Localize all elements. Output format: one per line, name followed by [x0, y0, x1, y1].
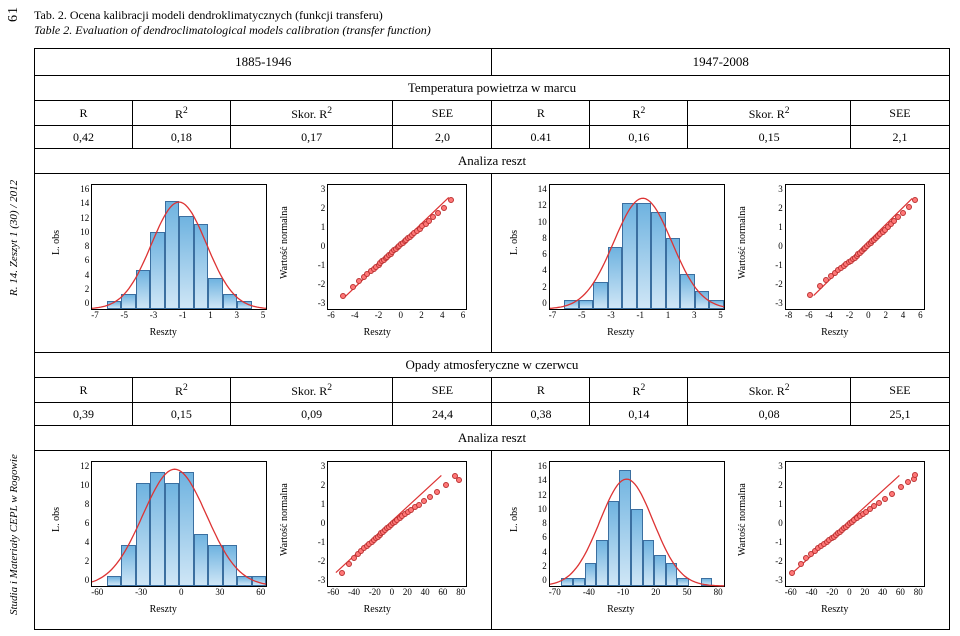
hdr-R-rb: R: [492, 378, 590, 403]
qq-rain-b: -60-40-20020406080-3-2-10123Wartość norm…: [737, 455, 933, 615]
caption-pl: Tab. 2. Ocena kalibracji modeli dendrokl…: [34, 8, 950, 23]
section-rain: Opady atmosferyczne w czerwcu: [35, 353, 950, 378]
hdr-R: R: [35, 101, 133, 126]
calibration-table: 1885-1946 1947-2008 Temperatura powietrz…: [34, 48, 950, 630]
values-row-rain: 0,39 0,15 0,09 24,4 0,38 0,14 0,08 25,1: [35, 403, 950, 426]
plots-row-rain: -60-3003060024681012L. obsReszty -60-40-…: [35, 451, 950, 630]
hdr-R2: R2: [132, 101, 230, 126]
hdr-SkorR2: Skor. R2: [230, 101, 393, 126]
hdr-SEE: SEE: [393, 101, 492, 126]
hdr-SkorR2-rb: Skor. R2: [688, 378, 851, 403]
hdr-R2-r: R2: [132, 378, 230, 403]
qq-temp-a: -6-4-20246-3-2-10123Wartość normalnaResz…: [279, 178, 475, 338]
val-temp-a-R2: 0,18: [132, 126, 230, 149]
val-temp-a-SEE: 2,0: [393, 126, 492, 149]
plots-rain-a: -60-3003060024681012L. obsReszty -60-40-…: [35, 451, 492, 630]
plots-rain-b: -70-40-102050800246810121416L. obsReszty…: [492, 451, 950, 630]
hdr-SEE-b: SEE: [850, 101, 949, 126]
hist-temp-b: -7-5-3-113502468101214L. obsReszty: [509, 178, 733, 338]
hdr-SEE-rb: SEE: [850, 378, 949, 403]
val-rain-a-SkorR2: 0,09: [230, 403, 393, 426]
val-rain-b-R: 0,38: [492, 403, 590, 426]
val-temp-b-R: 0.41: [492, 126, 590, 149]
plots-temp-b: -7-5-3-113502468101214L. obsReszty -8-6-…: [492, 174, 950, 353]
hdr-R-b: R: [492, 101, 590, 126]
page-number: 61: [6, 6, 22, 22]
hist-rain-b: -70-40-102050800246810121416L. obsReszty: [509, 455, 733, 615]
hdr-R2-b: R2: [590, 101, 688, 126]
qq-rain-a: -60-40-20020406080-3-2-10123Wartość norm…: [279, 455, 475, 615]
period-b: 1947-2008: [492, 49, 950, 76]
section-temp: Temperatura powietrza w marcu: [35, 76, 950, 101]
plots-row-temp: -7-5-3-11350246810121416L. obsReszty -6-…: [35, 174, 950, 353]
table-caption: Tab. 2. Ocena kalibracji modeli dendrokl…: [34, 8, 950, 38]
val-temp-b-R2: 0,16: [590, 126, 688, 149]
val-rain-b-SEE: 25,1: [850, 403, 949, 426]
header-row-rain: R R2 Skor. R2 SEE R R2 Skor. R2 SEE: [35, 378, 950, 403]
val-temp-b-SEE: 2,1: [850, 126, 949, 149]
section-resid-temp: Analiza reszt: [35, 149, 950, 174]
hdr-SEE-r: SEE: [393, 378, 492, 403]
period-a: 1885-1946: [35, 49, 492, 76]
side-column: Studia i Materiały CEPL w Rogowie R. 14.…: [0, 0, 28, 621]
val-rain-a-SEE: 24,4: [393, 403, 492, 426]
val-rain-b-R2: 0,14: [590, 403, 688, 426]
val-temp-b-SkorR2: 0,15: [688, 126, 851, 149]
hdr-R-r: R: [35, 378, 133, 403]
main-content: Tab. 2. Ocena kalibracji modeli dendrokl…: [28, 0, 960, 636]
hdr-SkorR2-b: Skor. R2: [688, 101, 851, 126]
plots-temp-a: -7-5-3-11350246810121416L. obsReszty -6-…: [35, 174, 492, 353]
header-row-temp: R R2 Skor. R2 SEE R R2 Skor. R2 SEE: [35, 101, 950, 126]
hist-rain-a: -60-3003060024681012L. obsReszty: [51, 455, 275, 615]
val-rain-b-SkorR2: 0,08: [688, 403, 851, 426]
val-temp-a-SkorR2: 0,17: [230, 126, 393, 149]
hdr-R2-rb: R2: [590, 378, 688, 403]
val-rain-a-R: 0,39: [35, 403, 133, 426]
val-rain-a-R2: 0,15: [132, 403, 230, 426]
values-row-temp: 0,42 0,18 0,17 2,0 0.41 0,16 0,15 2,1: [35, 126, 950, 149]
hist-temp-a: -7-5-3-11350246810121416L. obsReszty: [51, 178, 275, 338]
section-resid-rain: Analiza reszt: [35, 426, 950, 451]
hdr-SkorR2-r: Skor. R2: [230, 378, 393, 403]
qq-temp-b: -8-6-4-20246-3-2-10123Wartość normalnaRe…: [737, 178, 933, 338]
journal-name: Studia i Materiały CEPL w Rogowie: [8, 454, 20, 615]
issue-ref: R. 14. Zeszyt 1 (30) / 2012: [8, 180, 20, 296]
caption-en: Table 2. Evaluation of dendroclimatologi…: [34, 23, 950, 38]
val-temp-a-R: 0,42: [35, 126, 133, 149]
